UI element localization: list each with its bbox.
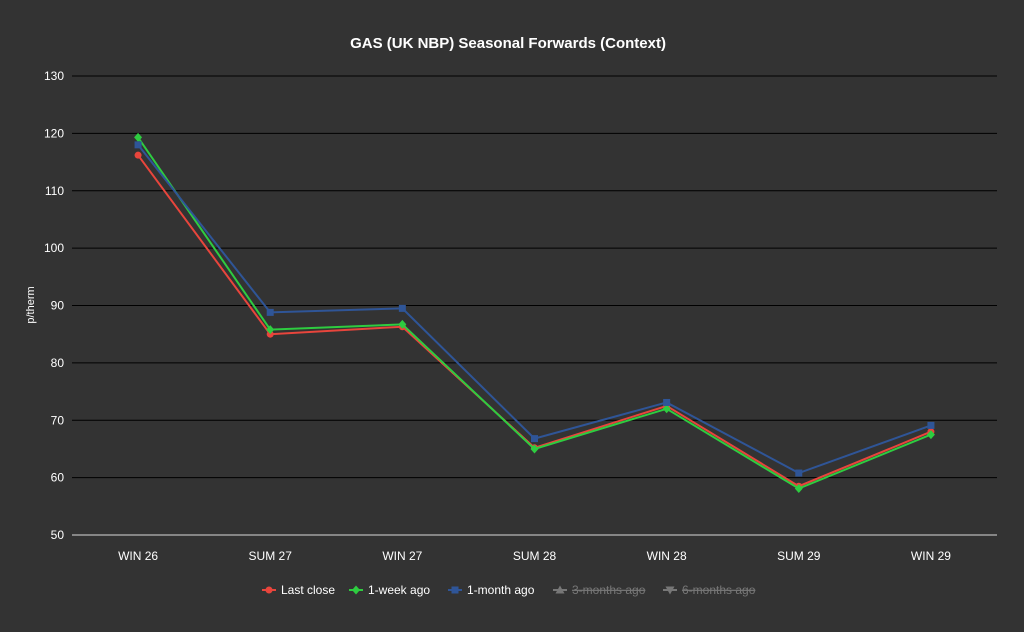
legend-item-6-months-ago[interactable]: 6-months ago [682, 583, 756, 597]
y-tick-label: 130 [44, 69, 64, 83]
y-tick-label: 90 [51, 299, 65, 313]
data-point-1-week-ago [398, 319, 407, 329]
legend-marker-1-month-ago [451, 586, 459, 594]
chart-title: GAS (UK NBP) Seasonal Forwards (Context) [350, 35, 666, 52]
legend-item-last-close[interactable]: Last close [281, 583, 335, 597]
x-tick-label: WIN 27 [382, 549, 422, 563]
data-point-1-week-ago [134, 132, 143, 142]
y-tick-label: 100 [44, 241, 64, 255]
legend-item-1-week-ago[interactable]: 1-week ago [368, 583, 430, 597]
data-point-1-week-ago [926, 430, 935, 440]
x-tick-label: WIN 29 [911, 549, 951, 563]
y-axis-title: p/therm [25, 286, 37, 323]
y-tick-label: 80 [51, 356, 65, 370]
y-tick-label: 60 [51, 471, 65, 485]
data-point-last-close [134, 151, 142, 159]
x-tick-label: SUM 28 [513, 549, 557, 563]
data-point-1-week-ago [530, 444, 539, 454]
legend-marker-3-months-ago [555, 585, 565, 594]
y-axis-ticks: 50 60 70 80 90 100 110 120 130 [44, 69, 64, 542]
y-tick-label: 50 [51, 528, 65, 542]
y-tick-label: 70 [51, 413, 65, 427]
y-tick-label: 120 [44, 126, 64, 140]
legend: Last close 1-week ago 1-month ago 3-months … [262, 583, 756, 597]
x-tick-label: WIN 28 [647, 549, 687, 563]
legend-marker-6-months-ago [665, 586, 675, 595]
data-point-1-week-ago [266, 325, 275, 335]
x-axis-ticks: WIN 26 SUM 27 WIN 27 SUM 28 WIN 28 SUM 29 WIN … [118, 549, 951, 563]
data-point-1-month-ago [795, 469, 803, 477]
grid [72, 75, 997, 536]
data-point-1-month-ago [134, 141, 142, 149]
data-point-1-week-ago [794, 484, 803, 494]
data-point-1-month-ago [663, 398, 671, 406]
y-tick-label: 110 [45, 184, 64, 198]
data-point-1-month-ago [266, 308, 274, 316]
x-tick-label: WIN 26 [118, 549, 158, 563]
data-point-last-close [266, 330, 274, 338]
legend-marker-1-week-ago [352, 585, 360, 595]
legend-item-1-month-ago[interactable]: 1-month ago [467, 583, 535, 597]
x-tick-label: SUM 27 [249, 549, 293, 563]
data-point-1-week-ago [662, 404, 671, 414]
x-tick-label: SUM 29 [777, 549, 821, 563]
data-point-1-month-ago [927, 421, 935, 429]
data-point-1-month-ago [531, 435, 538, 443]
legend-marker-last-close [265, 586, 273, 594]
series-group [134, 132, 935, 494]
data-point-1-month-ago [398, 304, 406, 312]
legend-item-3-months-ago[interactable]: 3-months ago [572, 583, 646, 597]
